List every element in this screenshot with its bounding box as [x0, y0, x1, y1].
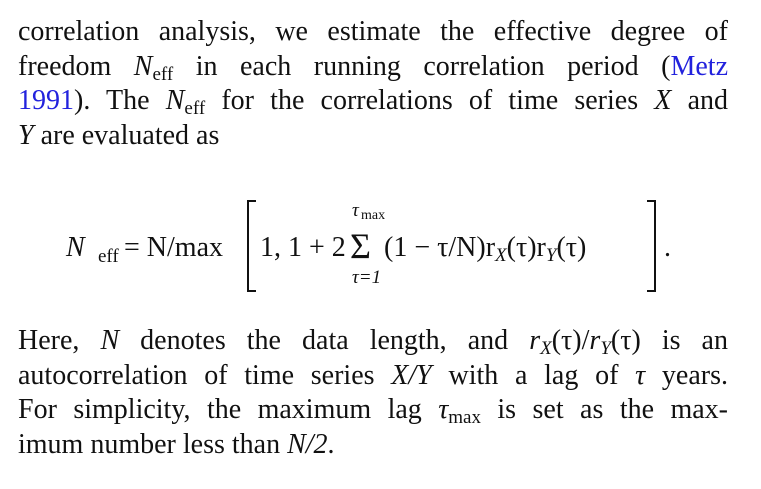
citation-link[interactable]: Metz: [670, 50, 728, 82]
sum-lower: τ=1: [352, 267, 382, 288]
text-line: Here, N denotes the data length, and rX(…: [18, 325, 728, 359]
text-line: correlation analysis, we estimate the ef…: [18, 16, 728, 47]
text-line: autocorrelation of time series X/Y with …: [18, 359, 728, 391]
eq-sub: eff: [98, 246, 119, 267]
eq-period: .: [664, 232, 671, 263]
paragraph-definitions: Here, N denotes the data length, and rX(…: [18, 324, 728, 463]
right-bracket: [647, 200, 656, 292]
sum-upper-sub: max: [361, 208, 386, 223]
eq-args: 1, 1 + 2: [260, 232, 346, 263]
text-line: For simplicity, the maximum lag τmax is …: [18, 394, 728, 429]
paragraph-intro: correlation analysis, we estimate the ef…: [18, 15, 728, 154]
text-line: 1991). The Neff for the correlations of …: [18, 85, 728, 120]
eq-rhs: = N/max: [124, 232, 223, 263]
citation-link[interactable]: 1991: [18, 85, 74, 117]
text-line: imum number less than N/2.: [18, 429, 335, 461]
eq-n: N: [66, 232, 85, 263]
sum-upper: τ: [352, 200, 359, 221]
eq-term: (1 − τ/N)rX(τ)rY(τ): [384, 232, 587, 266]
text-line: freedom Neff in each running correlation…: [18, 50, 728, 85]
left-bracket: [247, 200, 256, 292]
text-line: Y are evaluated as: [18, 120, 220, 152]
sum-symbol: Σ: [350, 226, 371, 266]
